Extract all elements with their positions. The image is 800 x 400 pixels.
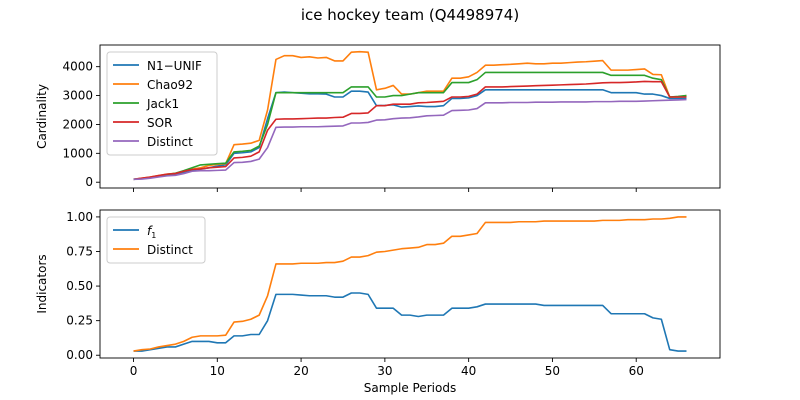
cardinality-y-tick-label: 3000 [62, 89, 93, 103]
indicators-x-tick-label: 60 [629, 364, 644, 378]
indicators-y-tick-label: 0.75 [66, 244, 93, 258]
indicators-legend-box [106, 216, 206, 264]
cardinality-y-tick-label: 2000 [62, 117, 93, 131]
indicators-y-tick-label: 1.00 [66, 210, 93, 224]
cardinality-series-line-3 [133, 71, 687, 181]
indicators-y-tick-label: 0.00 [66, 348, 93, 362]
cardinality-legend-label: SOR [147, 116, 172, 130]
cardinality-legend-label: Distinct [147, 135, 193, 149]
cardinality-y-tick-label: 0 [85, 175, 93, 189]
cardinality-series-line-4 [133, 80, 687, 181]
indicators-series-line-1 [133, 292, 687, 352]
cardinality-y-axis-label: Cardinality [35, 84, 49, 149]
cardinality-legend-box [106, 51, 218, 156]
cardinality-legend: N1−UNIF Chao92 Jack1 SOR Distinct [106, 51, 218, 156]
cardinality-y-tick-label: 4000 [62, 60, 93, 74]
cardinality-series-line-1 [133, 88, 687, 181]
cardinality-legend-label: Chao92 [147, 78, 193, 92]
cardinality-axes-frame [99, 44, 721, 189]
indicators-legend: f1 Distinct [106, 216, 206, 264]
indicators-x-tick-label: 0 [130, 364, 138, 378]
indicators-y-tick-label: 0.25 [66, 314, 93, 328]
indicators-x-tick-label: 40 [461, 364, 476, 378]
indicators-x-tick-label: 30 [377, 364, 392, 378]
indicators-x-tick-label: 20 [293, 364, 308, 378]
indicators-series-line-2 [133, 216, 687, 352]
figure-title: ice hockey team (Q4498974) [301, 6, 519, 24]
cardinality-panel: 0 1000 2000 3000 4000 Cardinality N1−UNIF Chao9… [35, 44, 721, 192]
indicators-y-tick-label: 0.50 [66, 279, 93, 293]
cardinality-legend-label: Jack1 [146, 97, 179, 111]
indicators-x-axis-label: Sample Periods [364, 381, 456, 395]
indicators-x-tick-label: 50 [545, 364, 560, 378]
indicators-y-axis-label: Indicators [35, 254, 49, 313]
cardinality-y-tick-label: 1000 [62, 146, 93, 160]
indicators-legend-label: Distinct [147, 243, 193, 257]
cardinality-series-line-5 [133, 98, 687, 181]
cardinality-legend-label: N1−UNIF [147, 59, 202, 73]
indicators-legend-label: f1 [147, 224, 156, 240]
indicators-axes-frame [99, 209, 721, 359]
indicators-panel: 0 10 20 30 40 50 60 0.00 0.25 0.50 0.75 1.00 Indicat… [35, 209, 721, 395]
indicators-x-tick-label: 10 [210, 364, 225, 378]
